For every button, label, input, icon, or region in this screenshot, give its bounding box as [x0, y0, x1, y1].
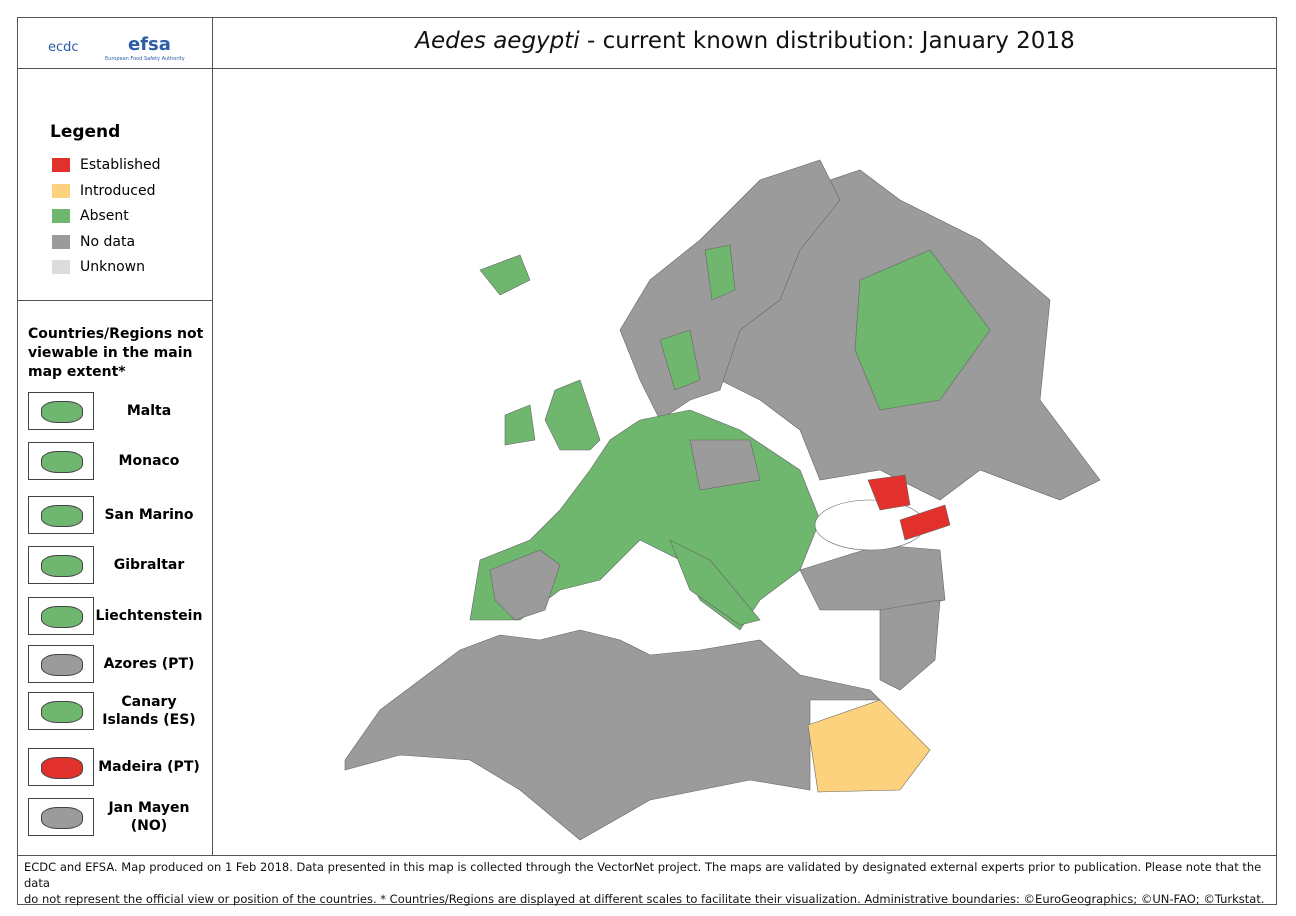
inset-item: Canary Islands (ES): [28, 692, 204, 730]
established-area: [867, 474, 911, 511]
map: [344, 159, 1101, 841]
inset-item: Gibraltar: [28, 546, 204, 584]
insets-title: Countries/Regions not viewable in the ma…: [28, 326, 204, 380]
inset-shape: [41, 401, 83, 423]
inset-shape: [41, 606, 83, 628]
uk: [544, 379, 601, 451]
inset-box: [28, 442, 94, 480]
legend-swatch: [52, 260, 70, 274]
inset-shape: [41, 654, 83, 676]
inset-shape: [41, 451, 83, 473]
poland-nodata: [689, 439, 761, 491]
inset-box: [28, 645, 94, 683]
sweden-absent: [659, 329, 701, 391]
inset-box: [28, 546, 94, 584]
legend-item: Established: [52, 157, 161, 173]
established-area: [899, 504, 951, 541]
egypt: [807, 699, 931, 793]
levant: [879, 599, 941, 691]
inset-label: Madeira (PT): [98, 759, 200, 775]
inset-label: Gibraltar: [113, 557, 185, 573]
inset-label: Canary Islands (ES): [102, 694, 196, 728]
footer: ECDC and EFSA. Map produced on 1 Feb 201…: [24, 859, 1274, 907]
italy: [669, 539, 761, 626]
ireland: [504, 404, 536, 446]
legend-label: No data: [80, 233, 136, 250]
divider: [212, 17, 213, 855]
divider: [17, 68, 1277, 69]
legend-label: Unknown: [80, 259, 145, 275]
legend-label: Established: [80, 157, 161, 173]
inset-item: Jan Mayen (NO): [28, 798, 204, 836]
title-species: Aedes aegypti: [415, 28, 580, 54]
legend-title: Legend: [50, 122, 121, 142]
inset-box: [28, 597, 94, 635]
finland-absent: [704, 244, 736, 301]
inset-label: Azores (PT): [103, 656, 195, 672]
inset-shape: [41, 555, 83, 577]
legend-item: Absent: [52, 208, 129, 224]
legend-item: Unknown: [52, 259, 145, 275]
legend-swatch: [52, 158, 70, 172]
divider: [17, 855, 1277, 856]
inset-item: Monaco: [28, 442, 204, 480]
inset-shape: [41, 807, 83, 829]
inset-box: [28, 798, 94, 836]
legend-item: Introduced: [52, 183, 155, 199]
inset-item: Azores (PT): [28, 645, 204, 683]
inset-label: Monaco: [118, 453, 180, 469]
inset-shape: [41, 505, 83, 527]
north-africa: [344, 629, 881, 841]
inset-item: San Marino: [28, 496, 204, 534]
iberia-nodata: [489, 549, 561, 621]
inset-item: Madeira (PT): [28, 748, 204, 786]
inset-label: Liechtenstein: [95, 608, 203, 624]
legend-label: Introduced: [80, 182, 156, 199]
inset-item: Liechtenstein: [28, 597, 204, 635]
logo-efsa-sub: European Food Safety Authority: [105, 56, 185, 62]
inset-box: [28, 692, 94, 730]
inset-label: Malta: [126, 403, 172, 419]
frame: [17, 17, 1277, 905]
inset-item: Malta: [28, 392, 204, 430]
legend-swatch: [52, 234, 70, 249]
logo-ecdc: ecdc: [48, 40, 79, 55]
inset-label: Jan Mayen (NO): [108, 800, 190, 834]
legend-item: No data: [52, 234, 135, 250]
iceland: [479, 254, 531, 296]
russia-absent: [854, 249, 991, 411]
legend-swatch: [52, 183, 70, 198]
inset-box: [28, 748, 94, 786]
inset-box: [28, 392, 94, 430]
inset-box: [28, 496, 94, 534]
inset-shape: [41, 757, 83, 779]
footer-line: do not represent the official view or po…: [24, 892, 1265, 906]
divider: [17, 300, 212, 301]
footer-line: ECDC and EFSA. Map produced on 1 Feb 201…: [24, 860, 1262, 890]
title-rest: - current known distribution: January 20…: [579, 28, 1075, 54]
title: Aedes aegypti - current known distributi…: [213, 28, 1277, 54]
turkey: [799, 544, 946, 611]
logo-efsa: efsa: [128, 34, 171, 55]
inset-label: San Marino: [104, 507, 194, 523]
inset-shape: [41, 701, 83, 723]
legend-swatch: [52, 209, 70, 223]
legend-label: Absent: [80, 208, 129, 224]
